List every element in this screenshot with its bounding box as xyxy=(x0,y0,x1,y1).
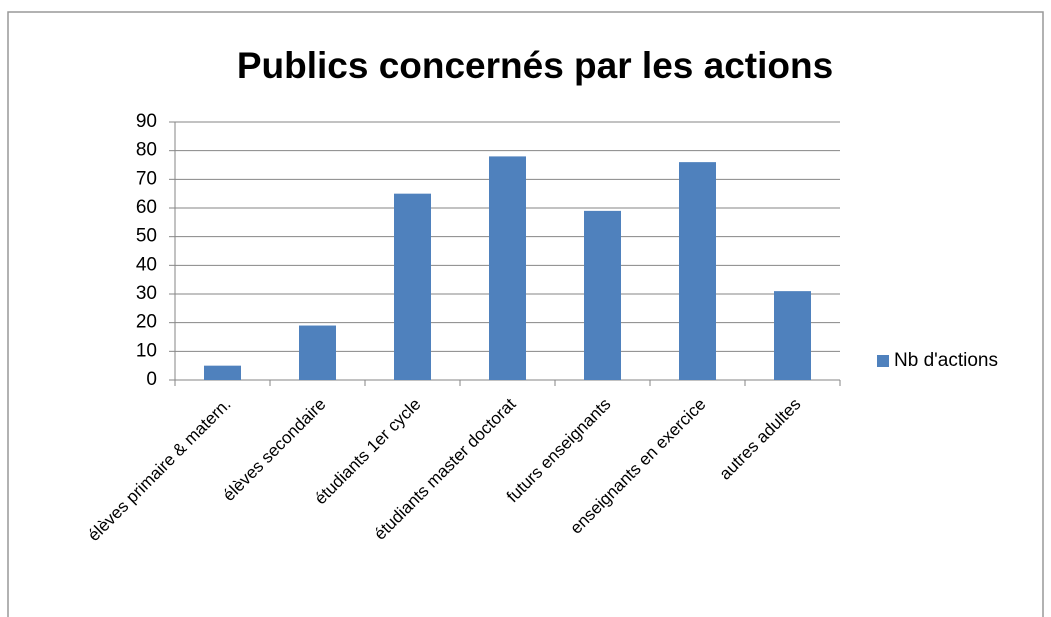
bar xyxy=(774,291,811,380)
y-tick-label: 60 xyxy=(136,197,157,218)
y-tick-label: 90 xyxy=(136,111,157,132)
x-tick-label: élèves secondaire xyxy=(219,395,329,505)
y-tick-label: 0 xyxy=(146,369,157,390)
y-tick-label: 80 xyxy=(136,140,157,161)
y-tick-label: 70 xyxy=(136,168,157,189)
chart-title: Publics concernés par les actions xyxy=(237,45,833,86)
y-tick-label: 50 xyxy=(136,226,157,247)
legend-swatch xyxy=(877,355,889,367)
y-tick-label: 30 xyxy=(136,283,157,304)
legend-label: Nb d'actions xyxy=(894,350,998,371)
chart-frame xyxy=(7,11,1044,617)
bar xyxy=(584,210,621,380)
y-tick-label: 40 xyxy=(136,254,157,275)
bar xyxy=(679,162,716,380)
x-tick-label: étudiants 1er cycle xyxy=(311,395,425,509)
y-tick-label: 20 xyxy=(136,312,157,333)
bar xyxy=(204,365,241,380)
bar xyxy=(299,325,336,380)
x-tick-label: élèves primaire & matern. xyxy=(84,395,234,545)
x-tick-label: futurs enseignants xyxy=(503,395,615,507)
bar xyxy=(489,156,526,380)
x-tick-label: autres adultes xyxy=(716,395,805,484)
bar xyxy=(394,193,431,380)
y-tick-label: 10 xyxy=(136,340,157,361)
